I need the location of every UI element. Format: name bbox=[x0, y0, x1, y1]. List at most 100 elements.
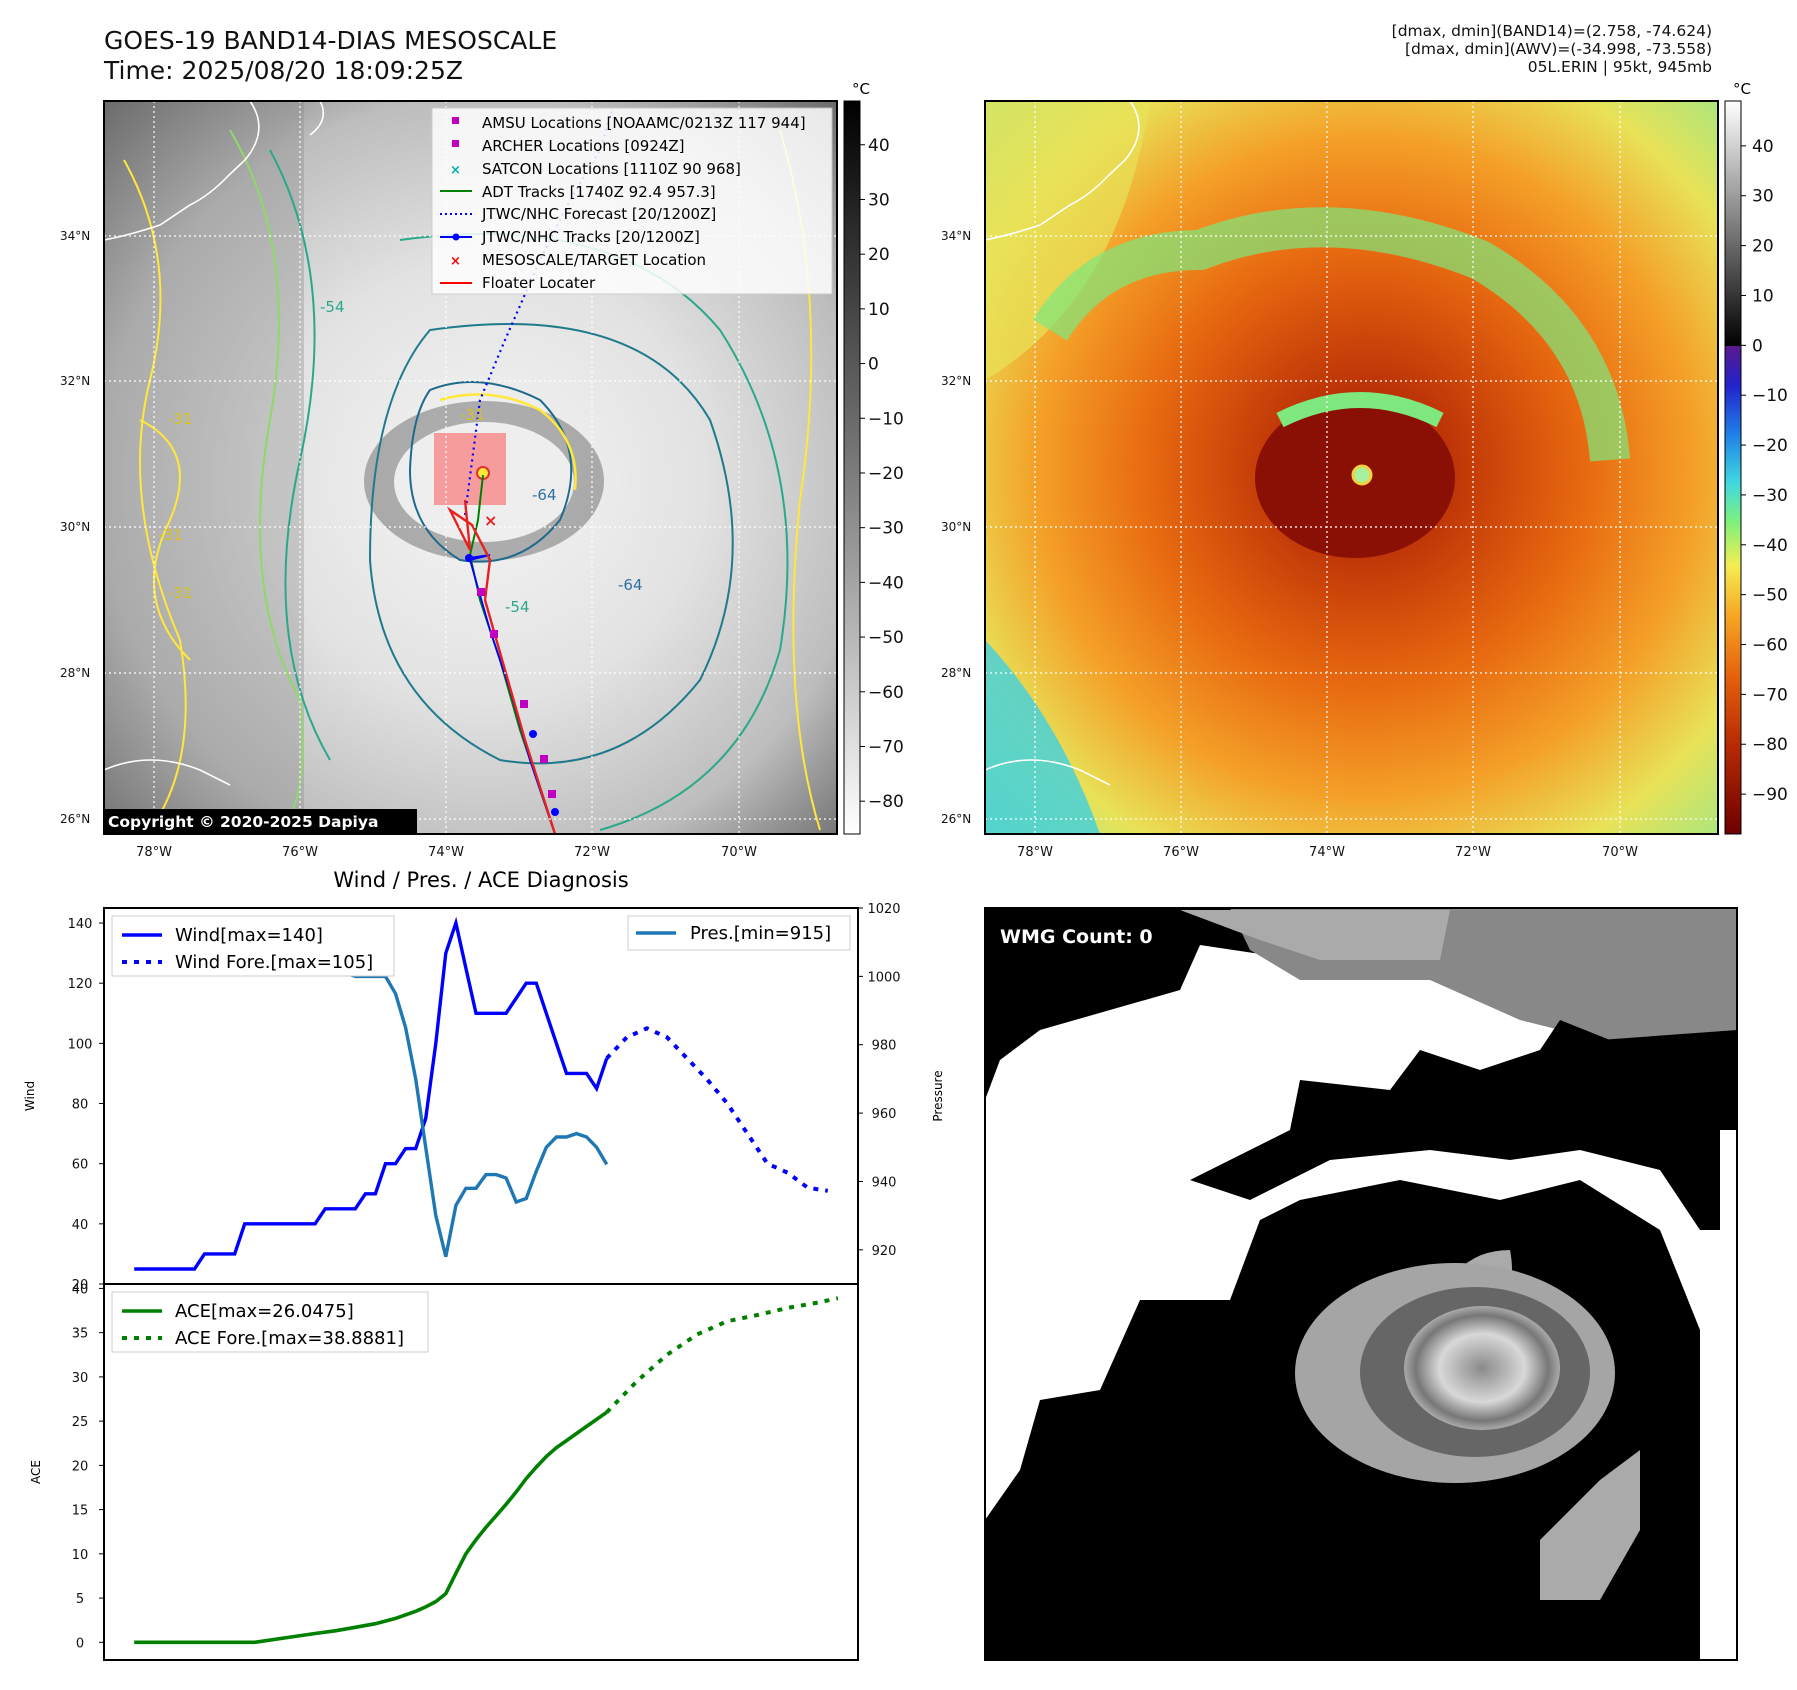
ace-tick-label: 20 bbox=[72, 1459, 89, 1474]
colorbar-color: °C 40 30 20 10 0 −10 −20 −30 −40 −50 −60 −70 −80 −90 bbox=[1724, 80, 1788, 835]
jtwc-track-points bbox=[465, 554, 559, 816]
lon-label: 76°W bbox=[1163, 845, 1199, 860]
pressure-tick-label: 980 bbox=[872, 1039, 897, 1054]
wmg-lightgray-north bbox=[1180, 910, 1450, 960]
wind-axis: 140 120 100 80 60 40 20 bbox=[68, 917, 104, 1293]
contour-yellow-west2 bbox=[139, 419, 191, 661]
lat-label: 34°N bbox=[941, 229, 971, 243]
colorbar-gray: °C 40 30 20 10 0 −10 −20 −30 −40 −50 −60 −70 −80 bbox=[843, 80, 904, 835]
lon-label: 70°W bbox=[721, 845, 757, 860]
contour-inner-64 bbox=[408, 381, 573, 563]
diagnosis-title: Wind / Pres. / ACE Diagnosis bbox=[333, 868, 628, 892]
lon-label: 74°W bbox=[1309, 845, 1345, 860]
ace-tick-label: 25 bbox=[72, 1415, 89, 1430]
wmg-count: WMG Count: 0 bbox=[1000, 926, 1153, 948]
wind-tick-label: 140 bbox=[68, 917, 93, 932]
colorbar-tick-label: −80 bbox=[868, 792, 904, 812]
legend-pres: Pres.[min=915] bbox=[690, 923, 831, 944]
contour-label: -64 bbox=[618, 576, 643, 594]
colorbar-color-top bbox=[1725, 101, 1741, 346]
lon-label: 70°W bbox=[1602, 845, 1638, 860]
colorbar-tick-label: −60 bbox=[1752, 636, 1788, 656]
ace-tick-label: 0 bbox=[76, 1636, 84, 1651]
colorbar-tick-label: 30 bbox=[868, 190, 890, 210]
ir-gray-map: × -31 -31 -31 -31 -64 -64 -54 -54 AMSU L… bbox=[60, 100, 838, 860]
contour-label: -31 bbox=[168, 584, 193, 602]
wind-forecast-series bbox=[605, 1026, 829, 1193]
legend-archer: ARCHER Locations [0924Z] bbox=[482, 137, 685, 155]
lon-label: 74°W bbox=[428, 845, 464, 860]
contour-label: -31 bbox=[168, 410, 193, 428]
map2-lat-labels: 34°N 32°N 30°N 28°N 26°N bbox=[941, 229, 971, 826]
contour-label: -31 bbox=[460, 406, 485, 424]
map1-lat-labels: 34°N 32°N 30°N 28°N 26°N bbox=[60, 229, 90, 826]
colorbar-tick-label: 40 bbox=[1752, 137, 1774, 157]
contour-label: -31 bbox=[158, 526, 183, 544]
colorbar-color-ticks: 40 30 20 10 0 −10 −20 −30 −40 −50 −60 −70 −80 −90 bbox=[1741, 137, 1788, 805]
coastlines-color bbox=[984, 100, 1140, 786]
cloud-band-nw bbox=[985, 101, 1150, 380]
wind-series bbox=[134, 916, 609, 1271]
map-legend: AMSU Locations [NOAAMC/0213Z 117 944] AR… bbox=[431, 107, 833, 295]
lat-label: 32°N bbox=[941, 374, 971, 388]
wmg-count-box bbox=[992, 918, 1176, 952]
colorbar-tick-label: −20 bbox=[868, 464, 904, 484]
colorbar-color-bottom bbox=[1725, 346, 1741, 834]
lat-label: 26°N bbox=[941, 812, 971, 826]
map-frame bbox=[103, 100, 838, 835]
colorbar-tick-label: 0 bbox=[868, 355, 879, 375]
pressure-tick-label: 1020 bbox=[867, 902, 900, 917]
colorbar-tick-label: 40 bbox=[868, 136, 890, 156]
wmg-frame bbox=[984, 907, 1738, 1661]
lat-label: 28°N bbox=[60, 666, 90, 680]
contour-yellow-west bbox=[123, 159, 187, 831]
colorbar-tick-label: −80 bbox=[1752, 735, 1788, 755]
legend-ace-fore: ACE Fore.[max=38.8881] bbox=[175, 1328, 404, 1349]
lat-label: 32°N bbox=[60, 374, 90, 388]
coastline-bahamas bbox=[103, 759, 231, 786]
ace-legend-box bbox=[111, 1291, 429, 1353]
lon-label: 76°W bbox=[282, 845, 318, 860]
lat-label: 34°N bbox=[60, 229, 90, 243]
legend-marker-jtwc-dot bbox=[452, 233, 460, 241]
lat-label: 30°N bbox=[941, 520, 971, 534]
pressure-tick-label: 1000 bbox=[867, 970, 900, 985]
legend-target: MESOSCALE/TARGET Location bbox=[482, 251, 706, 269]
lat-label: 28°N bbox=[941, 666, 971, 680]
ace-tick-label: 40 bbox=[72, 1282, 89, 1297]
adt-track bbox=[468, 474, 556, 835]
eye bbox=[1351, 464, 1373, 486]
legend-marker-amsu bbox=[452, 117, 459, 124]
wmg-panel: WMG Count: 0 bbox=[984, 907, 1738, 1661]
ace-tick-label: 5 bbox=[76, 1592, 84, 1607]
lat-label: 30°N bbox=[60, 520, 90, 534]
legend-wind: Wind[max=140] bbox=[175, 925, 323, 946]
legend-jtwc: JTWC/NHC Tracks [20/1200Z] bbox=[481, 228, 700, 246]
colorbar-unit: °C bbox=[1733, 80, 1751, 98]
jtwc-forecast-track bbox=[463, 109, 614, 516]
legend-adt: ADT Tracks [1740Z 92.4 957.3] bbox=[482, 183, 716, 201]
map2-frame bbox=[984, 100, 1719, 835]
colorbar-unit: °C bbox=[852, 80, 870, 98]
cold-sea-sw bbox=[985, 640, 1100, 834]
pressure-tick-label: 920 bbox=[872, 1244, 897, 1259]
wmg-black-ring bbox=[1190, 1020, 1720, 1230]
legend-marker-archer bbox=[452, 140, 459, 147]
target-marker: × bbox=[484, 511, 497, 530]
wind-tick-label: 40 bbox=[72, 1218, 89, 1233]
legend-box bbox=[431, 107, 833, 295]
moat-band bbox=[1033, 207, 1630, 462]
wind-tick-label: 20 bbox=[72, 1278, 89, 1293]
stats-info: [dmax, dmin](BAND14)=(2.758, -74.624) [d… bbox=[1392, 22, 1712, 76]
colorbar-tick-label: 0 bbox=[1752, 336, 1763, 356]
colorbar-tick-label: −10 bbox=[868, 409, 904, 429]
wind-pres-chart: Wind / Pres. / ACE Diagnosis 140 120 100 80… bbox=[23, 868, 945, 1293]
ace-ylabel: ACE bbox=[29, 1460, 43, 1484]
legend-satcon: SATCON Locations [1110Z 90 968] bbox=[482, 160, 741, 178]
wind-tick-label: 60 bbox=[72, 1158, 89, 1173]
contour-teal-mid bbox=[368, 323, 734, 765]
colorbar-tick-label: −30 bbox=[868, 519, 904, 539]
ace-tick-label: 35 bbox=[72, 1327, 89, 1342]
copyright: Copyright © 2020-2025 Dapiya bbox=[108, 813, 378, 831]
pressure-axis: 1020 1000 980 960 940 920 bbox=[858, 902, 901, 1259]
